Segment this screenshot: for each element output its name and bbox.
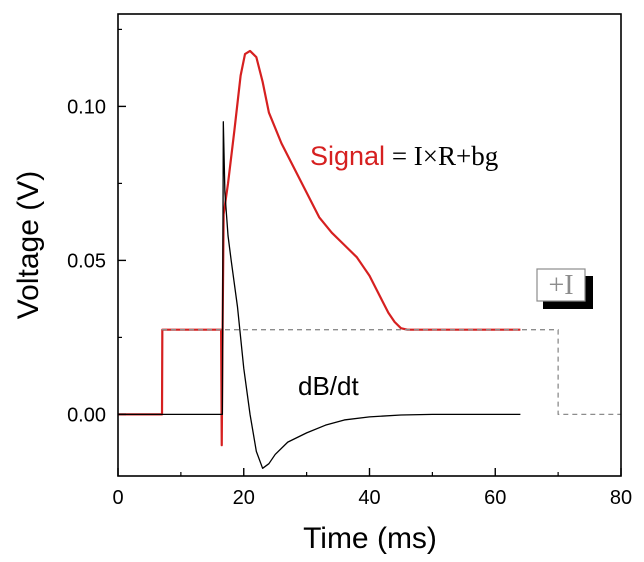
dbdt-annotation: dB/dt bbox=[298, 371, 359, 401]
plot-frame bbox=[117, 13, 622, 477]
x-axis-label: Time (ms) bbox=[303, 522, 437, 555]
x-tick-label: 40 bbox=[358, 487, 380, 509]
plot-area bbox=[118, 49, 621, 469]
series-line-current-step bbox=[162, 329, 621, 416]
x-tick-label: 20 bbox=[233, 487, 255, 509]
y-tick-label: 0.05 bbox=[67, 250, 106, 272]
x-tick-label: 0 bbox=[112, 487, 123, 509]
signal-equation: = I×R+bg bbox=[385, 141, 498, 171]
x-tick-label: 60 bbox=[484, 487, 506, 509]
series-line-db-dt bbox=[118, 121, 521, 469]
y-tick-label: 0.00 bbox=[67, 404, 106, 426]
y-tick-label: 0.10 bbox=[67, 96, 106, 118]
axis-ticks: 0 20 40 60 80 0.00 0.05 0.10 bbox=[67, 28, 632, 509]
x-tick-label: 80 bbox=[610, 487, 632, 509]
current-box bbox=[536, 268, 586, 302]
signal-annotation: Signal = I×R+bg bbox=[310, 141, 498, 171]
current-label: +I bbox=[548, 270, 573, 301]
current-legend-box: +I bbox=[536, 268, 593, 309]
signal-word: Signal bbox=[310, 141, 385, 171]
y-axis-label: Voltage (V) bbox=[12, 171, 45, 319]
